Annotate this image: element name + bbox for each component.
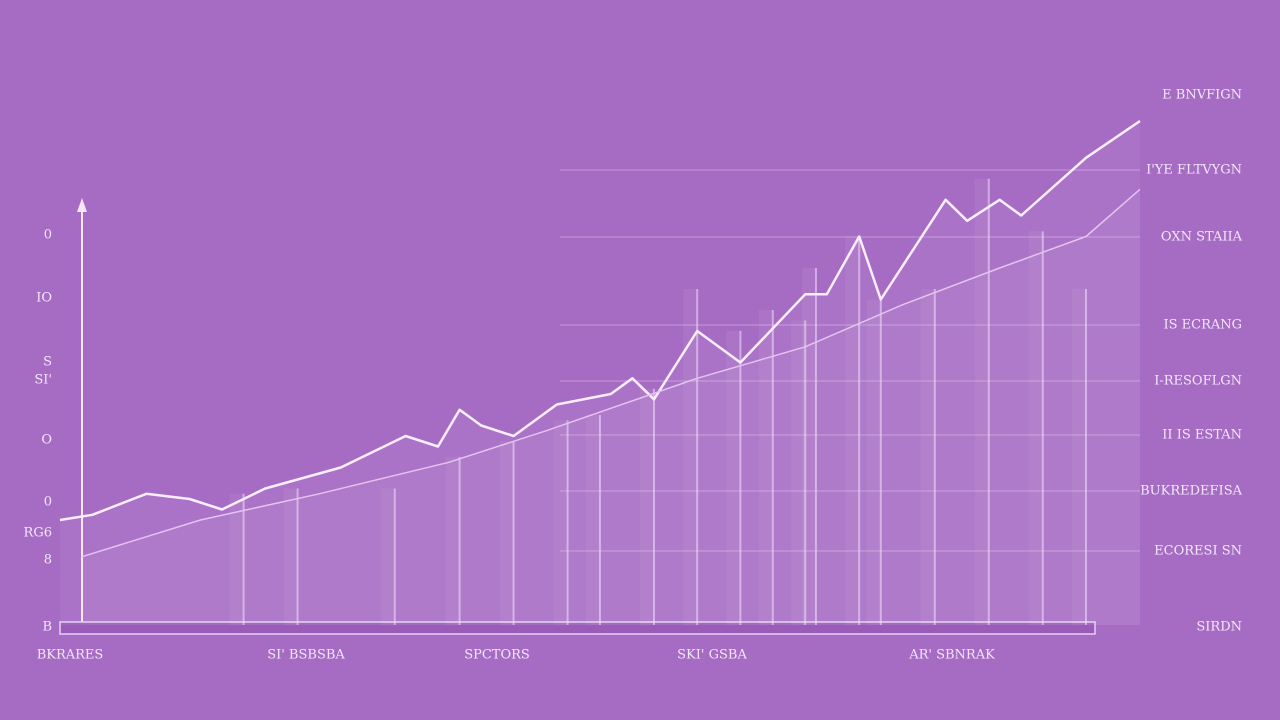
- column-shade: [499, 441, 514, 625]
- line: [59, 119, 1141, 522]
- column: [653, 388, 655, 625]
- column: [804, 320, 807, 625]
- column-shade: [866, 299, 881, 625]
- column-shade: [920, 289, 935, 625]
- column: [815, 268, 817, 625]
- right-label: II IS ESTAN: [1162, 428, 1242, 443]
- left-label: S: [43, 355, 52, 370]
- right-label: I'YE FLTVYGN: [1146, 163, 1242, 178]
- x-label: SPCTORS: [464, 648, 530, 663]
- column-shade: [283, 488, 298, 625]
- column: [1085, 289, 1087, 625]
- column: [393, 488, 396, 625]
- column-shade: [229, 493, 244, 625]
- right-label: IS ECRANG: [1163, 318, 1242, 333]
- left-label: 0: [44, 495, 52, 510]
- x-label: AR' SBNRAK: [908, 648, 995, 663]
- line: [81, 188, 1141, 558]
- area: [81, 189, 1141, 626]
- column: [512, 441, 515, 625]
- x-label: SKI' GSBA: [677, 648, 747, 663]
- column: [458, 457, 461, 625]
- column-shade: [1028, 231, 1043, 625]
- left-label: RG6: [24, 526, 52, 541]
- area: [60, 121, 1140, 625]
- right-label: E BNVFIGN: [1162, 88, 1242, 103]
- column-shade: [640, 388, 654, 625]
- column-shade: [974, 178, 989, 625]
- column: [599, 415, 601, 625]
- column-shade: [791, 320, 806, 625]
- left-label: SI': [34, 373, 52, 388]
- column: [566, 420, 569, 625]
- column: [296, 488, 299, 625]
- right-label: SIRDN: [1196, 620, 1242, 635]
- column: [242, 493, 245, 625]
- left-label: 0: [44, 228, 52, 243]
- column-shade: [758, 310, 773, 625]
- column: [933, 289, 936, 625]
- column: [858, 236, 861, 625]
- column: [696, 289, 699, 625]
- left-label: 8: [44, 553, 52, 568]
- left-label: IO: [36, 291, 52, 306]
- y-axis-arrow: [77, 198, 87, 212]
- right-label: ECORESI SN: [1154, 544, 1242, 559]
- column-shade: [1072, 289, 1086, 625]
- left-label: B: [42, 620, 52, 635]
- column-shade: [845, 236, 860, 625]
- column: [739, 331, 742, 625]
- column-shade: [726, 331, 741, 625]
- column-shade: [683, 289, 698, 625]
- column-shade: [553, 420, 568, 625]
- right-label: I-RESOFLGN: [1154, 374, 1242, 389]
- x-label: BKRARES: [37, 648, 104, 663]
- left-label: O: [41, 433, 52, 448]
- column: [879, 299, 882, 625]
- column-shade: [445, 457, 460, 625]
- column-shade: [586, 415, 600, 625]
- right-label: OXN STAIIA: [1161, 230, 1243, 245]
- x-axis: [59, 621, 1096, 635]
- column-shade: [380, 488, 395, 625]
- column: [1041, 231, 1044, 625]
- right-label: BUKREDEFISA: [1140, 484, 1242, 499]
- column: [987, 178, 990, 625]
- column: [771, 310, 774, 625]
- x-label: SI' BSBSBA: [267, 648, 345, 663]
- column-shade: [802, 268, 816, 625]
